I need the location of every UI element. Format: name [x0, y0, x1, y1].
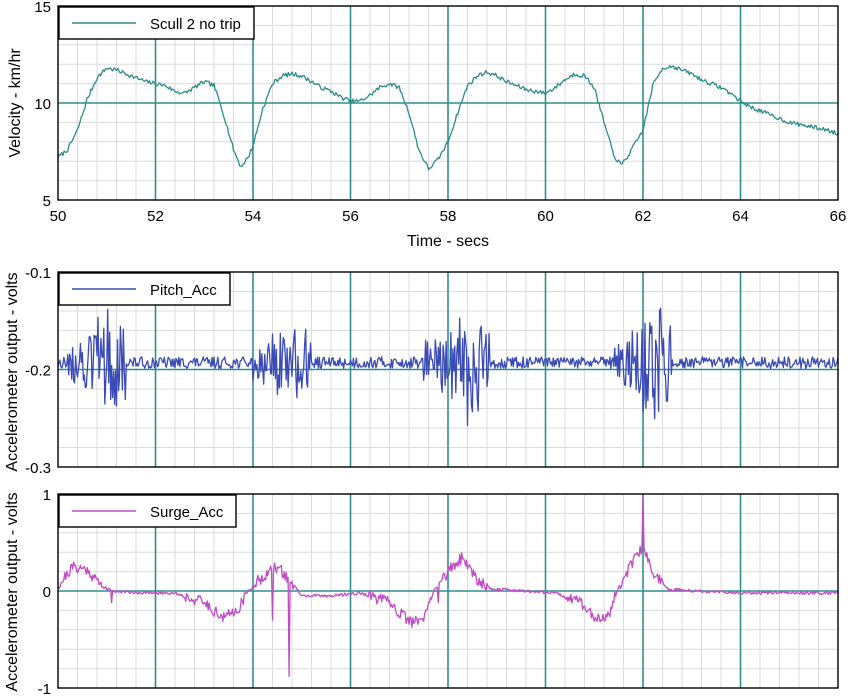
- plot-frame: [57, 493, 839, 689]
- y-axis-label: Velocity - km/hr: [7, 48, 24, 158]
- y-tick-label: 1: [43, 487, 51, 504]
- x-tick-label: 66: [830, 208, 847, 225]
- y-tick-label: -0.2: [25, 363, 51, 380]
- legend: Scull 2 no trip: [58, 6, 255, 40]
- y-tick-label: 15: [34, 0, 51, 16]
- y-tick-label: -1: [38, 681, 51, 697]
- y-tick-label: 0: [43, 584, 51, 601]
- legend-label: Surge_Acc: [150, 504, 224, 521]
- x-tick-label: 50: [50, 208, 67, 225]
- x-tick-label: 52: [147, 208, 164, 225]
- legend: Pitch_Acc: [58, 272, 231, 306]
- y-tick-label: 10: [34, 96, 51, 113]
- x-tick-label: 56: [342, 208, 359, 225]
- x-tick-label: 58: [440, 208, 457, 225]
- y-axis-label: Accelerometer output - volts: [4, 492, 21, 691]
- x-tick-label: 54: [245, 208, 262, 225]
- plot-frame: [57, 271, 839, 468]
- x-tick-label: 64: [732, 208, 749, 225]
- velocity-panel: 5 10 15 50 52 54 56 58 60 62 64 66 Time - secs Veloci…: [7, 0, 846, 250]
- series-line: [57, 64, 839, 171]
- y-tick-label: 5: [43, 193, 51, 210]
- plot-frame: [57, 5, 839, 201]
- x-tick-label: 62: [635, 208, 652, 225]
- x-axis-label: Time - secs: [407, 233, 489, 250]
- series-line: [57, 493, 839, 678]
- y-axis-label: Accelerometer output - volts: [4, 272, 21, 471]
- surge-acc-panel: 1 0 -1 Accelerometer output - volts Surge_Ac…: [4, 487, 839, 697]
- series-line: [57, 307, 839, 427]
- legend: Surge_Acc: [58, 494, 237, 528]
- x-tick-label: 60: [537, 208, 554, 225]
- y-tick-label: -0.1: [25, 265, 51, 282]
- legend-label: Pitch_Acc: [150, 282, 217, 299]
- y-tick-label: -0.3: [25, 460, 51, 477]
- legend-label: Scull 2 no trip: [150, 16, 241, 33]
